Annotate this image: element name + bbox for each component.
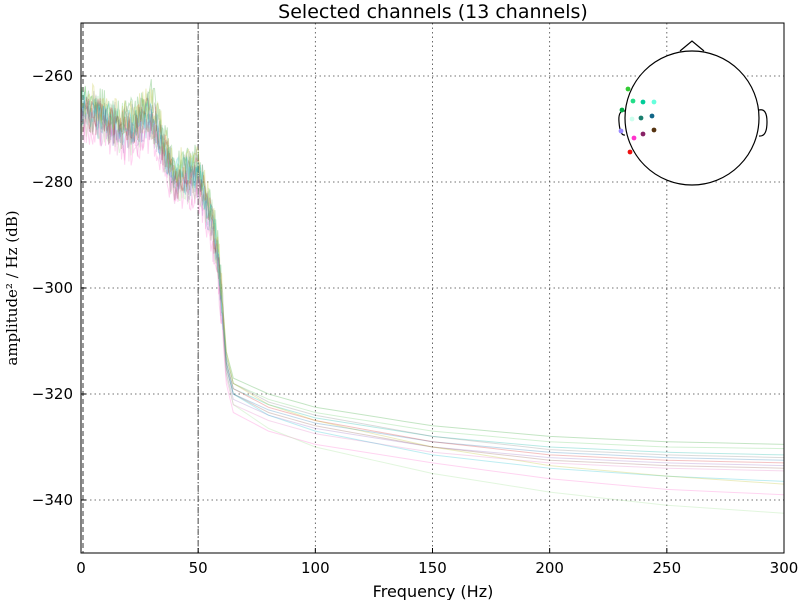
series-line-8 [80,100,785,469]
head-outline [624,50,760,186]
series-line-12 [80,104,785,514]
series-line-9 [80,86,785,459]
y-tick-label-0: −260 [32,67,73,85]
sensor-dot-1 [619,107,625,113]
series-line-0 [80,79,785,445]
x-tick-label-6: 300 [770,559,799,577]
x-tick-label-2: 100 [301,559,330,577]
series-line-10 [80,90,785,482]
y-tick-label-2: −300 [32,279,73,297]
x-tick-label-5: 250 [653,559,682,577]
chart-title: Selected channels (13 channels) [278,1,588,23]
series-line-3 [80,100,785,461]
x-axis: 0 50 100 150 200 250 300 [76,548,798,577]
sensor-dot-8 [618,128,624,134]
sensor-dot-4 [651,99,657,105]
right-ear [758,109,768,137]
series-line-1 [80,86,785,450]
series-line-5 [81,103,785,472]
x-tick-label-0: 0 [76,559,86,577]
series-line-4 [80,100,785,467]
sensor-dot-12 [627,149,633,155]
sensor-dot-9 [631,135,637,141]
x-tick-label-4: 200 [535,559,564,577]
y-tick-label-3: −320 [32,385,73,403]
sensor-dot-10 [640,131,646,137]
series-line-2 [80,96,785,456]
series-line-11 [80,82,785,485]
x-axis-label: Frequency (Hz) [373,582,494,600]
series-line-7 [80,96,785,464]
y-axis-label: amplitude² / Hz (dB) [3,210,21,365]
y-axis: −260 −280 −300 −320 −340 [32,67,86,509]
sensor-inset [618,40,768,186]
nose-outline [679,40,705,52]
y-tick-label-1: −280 [32,173,73,191]
sensor-dot-11 [651,127,657,133]
sensor-dot-3 [640,99,646,105]
y-tick-label-4: −340 [32,491,73,509]
x-tick-label-3: 150 [418,559,447,577]
sensor-dot-6 [638,115,644,121]
sensor-dot-0 [625,86,631,92]
series-group [80,79,785,514]
series-line-6 [80,106,785,496]
sensor-dot-2 [630,98,636,104]
x-tick-label-1: 50 [189,559,208,577]
sensor-dot-7 [649,113,655,119]
sensor-dots [618,86,657,155]
sensor-dot-5 [629,116,635,122]
